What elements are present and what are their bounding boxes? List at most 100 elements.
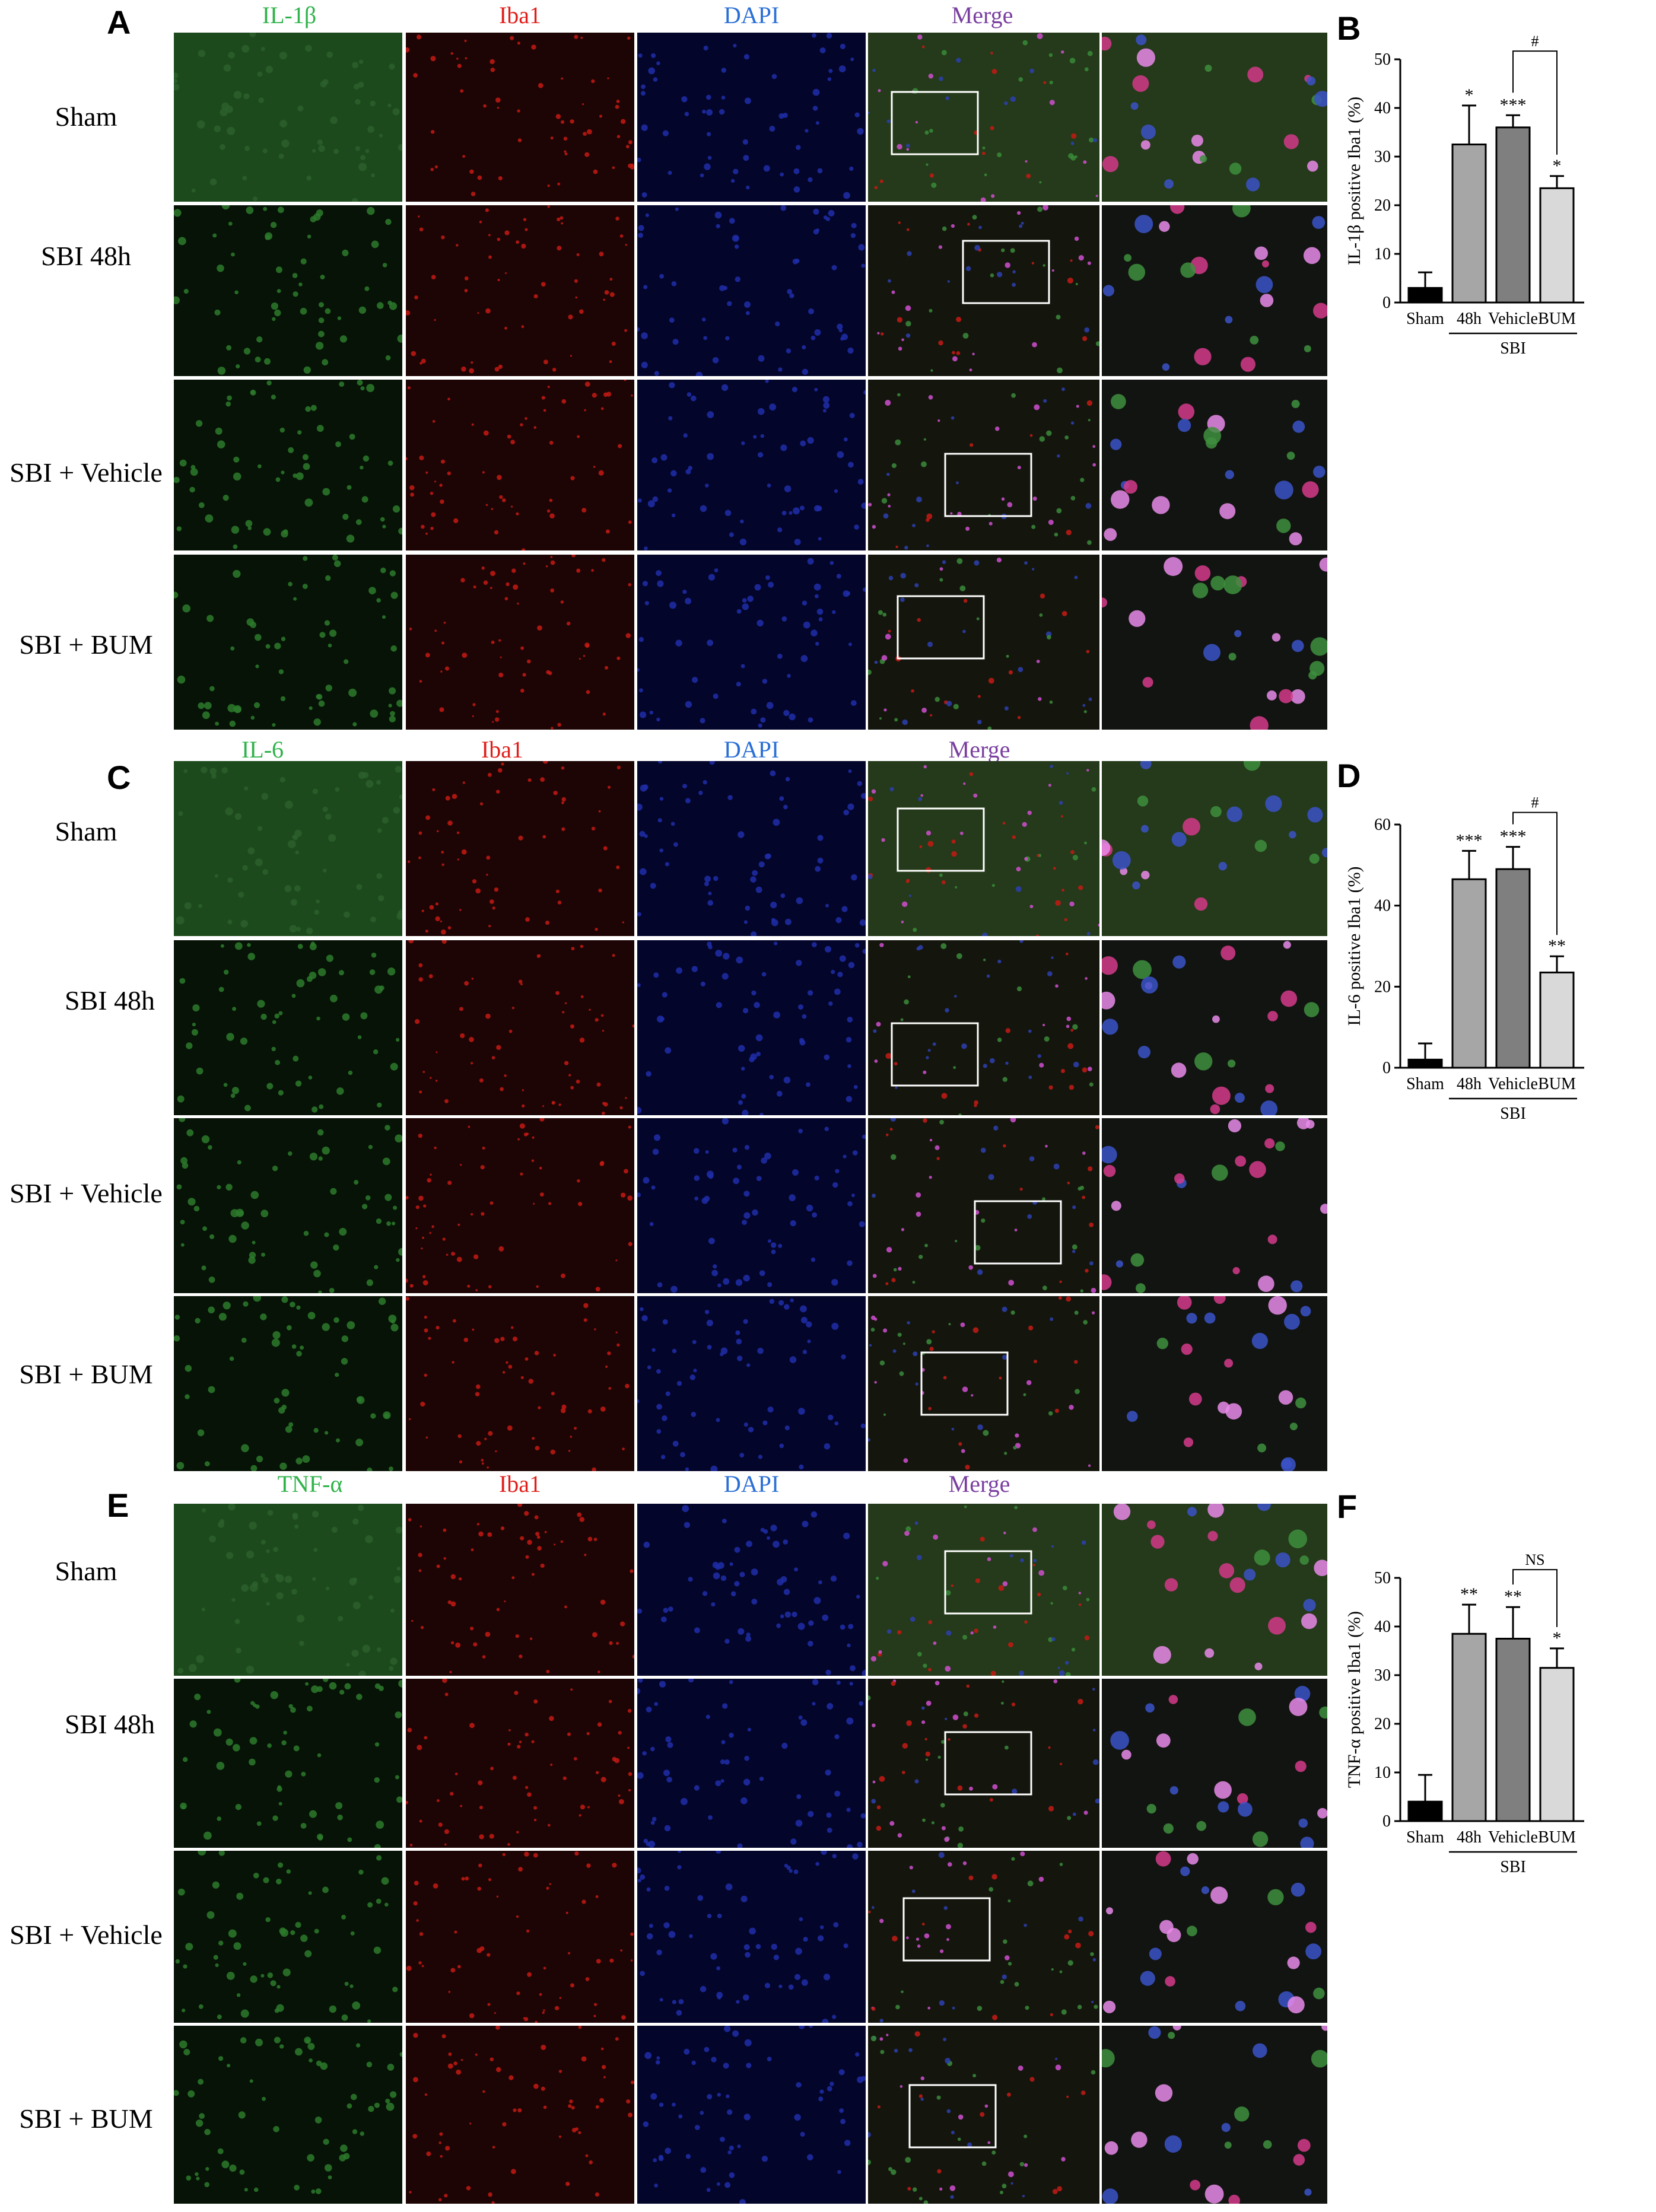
bar-chart-d: 0 20 40 60 IL-6 positive Iba1 (%) Sham *** 48h *…	[1344, 794, 1584, 1123]
x-tick-label: Vehicle	[1488, 1828, 1538, 1847]
bar-chart-b: 0 10 20 30 40 50 IL-1β positive Iba1 (%) Sham * 4…	[1344, 33, 1584, 358]
channel-label-blue: DAPI	[723, 1471, 780, 1497]
y-tick-label: 60	[1374, 816, 1391, 834]
zoom-micrograph	[1102, 940, 1327, 1115]
row-label-sham: Sham	[55, 1556, 117, 1586]
channel-label-red: Iba1	[498, 1471, 542, 1497]
red-micrograph	[406, 555, 634, 730]
channel-label-red: Iba1	[498, 2, 542, 28]
red-micrograph	[406, 1118, 634, 1293]
zoom-region-box	[902, 1897, 991, 1962]
bar-sham	[1407, 1800, 1443, 1822]
x-tick-label: 48h	[1457, 1075, 1482, 1093]
zoom-micrograph	[1102, 555, 1327, 730]
comparison-label: #	[1531, 794, 1539, 811]
blue-micrograph	[637, 761, 866, 936]
green-micrograph	[174, 761, 402, 936]
y-tick-label: 30	[1374, 1666, 1391, 1685]
significance-marker: **	[1504, 1587, 1522, 1606]
row-label-sbi-vehicle: SBI + Vehicle	[9, 1178, 163, 1208]
y-tick-label: 40	[1374, 99, 1391, 117]
comparison-bracket	[1512, 1569, 1558, 1627]
x-tick-label: BUM	[1538, 310, 1576, 328]
bar-bum	[1539, 1667, 1575, 1822]
channel-label-green: TNF-α	[277, 1471, 343, 1497]
zoom-micrograph	[1102, 1679, 1327, 1848]
channel-label-green: IL-6	[241, 736, 284, 763]
y-tick-label: 20	[1374, 196, 1391, 215]
green-micrograph	[174, 2026, 402, 2204]
significance-marker: ***	[1500, 95, 1527, 114]
merge-micrograph	[868, 1504, 1099, 1676]
bar-bum	[1539, 187, 1575, 304]
channel-label-merge: Merge	[948, 736, 1010, 763]
merge-micrograph	[868, 1679, 1099, 1848]
zoom-region-box	[920, 1351, 1009, 1416]
blue-micrograph	[637, 380, 866, 550]
green-micrograph	[174, 1679, 402, 1848]
red-micrograph	[406, 1679, 634, 1848]
zoom-region-box	[908, 2084, 997, 2149]
y-axis-label: IL-6 positive Iba1 (%)	[1344, 866, 1364, 1026]
green-micrograph	[174, 555, 402, 730]
bar-48h	[1451, 878, 1487, 1069]
merge-micrograph	[868, 1296, 1099, 1471]
merge-micrograph	[868, 1851, 1099, 2023]
green-micrograph	[174, 205, 402, 376]
red-micrograph	[406, 940, 634, 1115]
comparison-bracket	[1512, 50, 1558, 155]
row-label-sbi-vehicle: SBI + Vehicle	[9, 1920, 163, 1950]
zoom-micrograph	[1102, 33, 1327, 202]
red-micrograph	[406, 33, 634, 202]
merge-micrograph	[868, 2026, 1099, 2204]
merge-micrograph	[868, 1118, 1099, 1293]
channel-label-merge: Merge	[951, 2, 1013, 28]
x-tick-label: 48h	[1457, 310, 1482, 328]
blue-micrograph	[637, 1679, 866, 1848]
merge-micrograph	[868, 555, 1099, 730]
zoom-region-box	[944, 1731, 1032, 1796]
bar-vehicle	[1495, 126, 1531, 304]
panel-letter-a: A	[107, 4, 131, 41]
row-label-sbi-bum: SBI + BUM	[19, 629, 153, 660]
significance-marker: ***	[1500, 827, 1527, 846]
merge-micrograph	[868, 33, 1099, 202]
red-micrograph	[406, 205, 634, 376]
y-tick-label: 50	[1374, 50, 1391, 69]
zoom-micrograph	[1102, 1504, 1327, 1676]
panel-letter-b: B	[1337, 9, 1361, 47]
x-tick-label: Sham	[1406, 1828, 1444, 1847]
zoom-region-box	[891, 1022, 979, 1087]
channel-label-blue: DAPI	[723, 2, 780, 28]
significance-marker: **	[1548, 936, 1566, 956]
significance-marker: **	[1460, 1584, 1478, 1604]
y-tick-label: 50	[1374, 1569, 1391, 1587]
merge-micrograph	[868, 761, 1099, 936]
channel-label-merge: Merge	[948, 1471, 1010, 1497]
y-tick-label: 0	[1382, 1059, 1391, 1077]
row-label-sbi-vehicle: SBI + Vehicle	[9, 457, 163, 488]
zoom-micrograph	[1102, 1118, 1327, 1293]
panel-letter-c: C	[107, 759, 131, 796]
row-label-sham: Sham	[55, 816, 117, 846]
y-tick-label: 40	[1374, 897, 1391, 915]
blue-micrograph	[637, 1296, 866, 1471]
zoom-region-box	[891, 91, 979, 155]
y-tick-label: 10	[1374, 245, 1391, 263]
channel-label-blue: DAPI	[723, 736, 780, 763]
bar-48h	[1451, 1632, 1487, 1822]
comparison-bracket	[1512, 811, 1558, 935]
y-axis-label: TNF-α positive Iba1 (%)	[1344, 1611, 1364, 1788]
zoom-micrograph	[1102, 205, 1327, 376]
red-micrograph	[406, 1504, 634, 1676]
zoom-region-box	[974, 1200, 1062, 1265]
bar-vehicle	[1495, 1638, 1531, 1822]
x-tick-label: Sham	[1406, 310, 1444, 328]
y-tick-label: 40	[1374, 1618, 1391, 1636]
bar-vehicle	[1495, 868, 1531, 1069]
x-tick-label: Sham	[1406, 1075, 1444, 1093]
green-micrograph	[174, 380, 402, 550]
comparison-label: NS	[1525, 1551, 1544, 1568]
y-tick-label: 0	[1382, 1812, 1391, 1831]
